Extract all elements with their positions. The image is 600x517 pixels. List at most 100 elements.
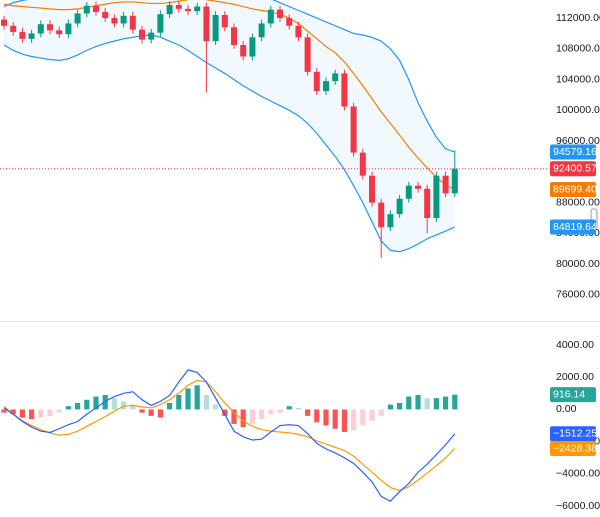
candle-body: [231, 27, 237, 45]
price-label: 916.14: [553, 388, 585, 400]
histogram-bar: [424, 398, 430, 410]
price-label-box: [550, 426, 596, 442]
candle-body: [378, 202, 385, 228]
basis-line: [3, 0, 456, 191]
y-tick-label: 100000.00: [556, 104, 600, 116]
histogram-bar: [452, 394, 458, 410]
histogram-bar: [1, 409, 7, 413]
histogram-bar: [397, 402, 403, 410]
candle-body: [203, 6, 210, 42]
histogram-bar: [305, 409, 311, 416]
upper-line: [3, 0, 455, 153]
candle-body: [442, 175, 449, 194]
histogram-bar: [314, 409, 320, 423]
candle-body: [65, 23, 72, 35]
candle-body: [405, 185, 412, 199]
candle-body: [323, 81, 329, 92]
candle-body: [56, 30, 63, 35]
histogram-bar: [47, 409, 53, 416]
candle-body: [47, 24, 53, 31]
y-tick-label: 80000.00: [556, 258, 600, 270]
histogram-bar: [93, 396, 99, 410]
lower-line: [3, 34, 456, 253]
y-tick-label: 112000.00: [556, 12, 600, 24]
candle-body: [148, 32, 155, 40]
candle-body: [415, 185, 421, 189]
histogram-bar: [102, 394, 108, 410]
candle-body: [359, 152, 366, 176]
candle-body: [111, 18, 118, 24]
candle-body: [304, 37, 311, 72]
histogram-bar: [332, 409, 338, 429]
histogram-bar: [19, 409, 25, 418]
histogram-bar: [222, 409, 228, 416]
price-label: −2428.38: [553, 442, 597, 454]
candle-body: [295, 25, 302, 38]
price-label: 92400.57: [553, 163, 597, 175]
histogram-bar: [56, 409, 62, 413]
y-tick-label: 96000.00: [556, 135, 600, 147]
band-fill: [4, 0, 455, 252]
y-tick-label: 76000.00: [556, 289, 600, 301]
signal-line: [3, 379, 456, 492]
candle-body: [102, 11, 109, 19]
histogram-bar: [268, 409, 274, 415]
histogram-bar: [295, 407, 301, 410]
histogram-bar: [157, 409, 163, 418]
histogram-bar: [111, 398, 117, 410]
histogram-bar: [75, 402, 81, 410]
histogram-bar: [387, 404, 393, 410]
candle-body: [424, 188, 431, 218]
histogram-bar: [167, 402, 173, 410]
candle-body: [139, 29, 145, 40]
y-tick-label: −6000.00: [556, 500, 600, 512]
candle-body: [129, 15, 136, 30]
histogram-bar: [29, 409, 35, 420]
y-tick-label: 2000.00: [556, 371, 594, 383]
candle-body: [166, 4, 173, 15]
histogram-bar: [139, 409, 145, 413]
y-tick-label: 0.00: [556, 403, 577, 415]
histogram-bar: [176, 394, 182, 410]
histogram-bar: [249, 409, 255, 424]
y-tick-label: 88000.00: [556, 196, 600, 208]
candle-body: [157, 14, 164, 33]
price-label-box: [550, 441, 596, 457]
histogram-bar: [259, 409, 265, 420]
histogram-bar: [84, 399, 90, 410]
histogram-bar: [378, 409, 384, 416]
macd-pane: [1, 369, 458, 502]
candle-body: [93, 5, 99, 12]
y-tick-label: 104000.00: [556, 73, 600, 85]
price-label: 84819.64: [553, 221, 597, 233]
histogram-bar: [240, 409, 246, 428]
histogram-bar: [203, 394, 209, 410]
candle-body: [277, 9, 283, 19]
histogram-bar: [323, 409, 329, 426]
candle-body: [194, 6, 201, 12]
candle-body: [286, 18, 293, 26]
histogram-bar: [65, 406, 71, 410]
candle-body: [83, 5, 90, 14]
histogram-bar: [443, 396, 449, 410]
histogram-bar: [433, 398, 439, 410]
price-label-box: [550, 182, 596, 198]
histogram-bar: [360, 409, 366, 426]
histogram-bar: [406, 396, 412, 410]
price-pane: [1, 0, 458, 258]
price-label: −1512.25: [553, 428, 597, 440]
price-label: 89699.40: [553, 183, 597, 195]
candle-body: [74, 13, 81, 24]
histogram-bar: [148, 409, 154, 416]
candle-body: [396, 198, 403, 215]
candle-body: [433, 175, 440, 218]
y-tick-label: 4000.00: [556, 339, 594, 351]
histogram-bar: [231, 409, 237, 424]
candle-body: [369, 175, 375, 203]
histogram-bar: [185, 388, 191, 410]
candle-body: [212, 14, 219, 42]
histogram-bar: [351, 409, 357, 431]
candle-body: [19, 31, 26, 39]
candle-body: [28, 33, 35, 39]
histogram-bar: [277, 409, 283, 413]
